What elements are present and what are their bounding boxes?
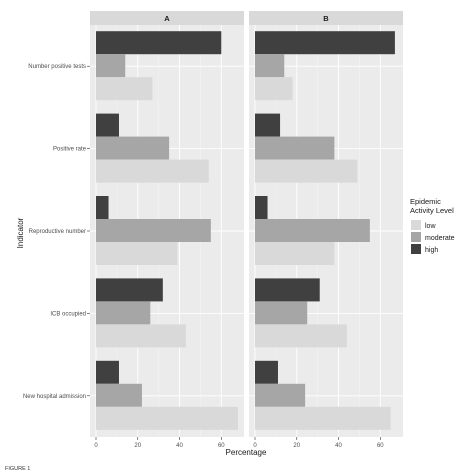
x-tick-label: 60 (218, 443, 225, 449)
legend-label-low: low (425, 223, 436, 230)
bar-moderate (255, 136, 335, 160)
y-tick-label: Positive rate (53, 147, 87, 153)
bar-low (96, 324, 186, 348)
bar-high (255, 113, 281, 137)
y-tick-label: Number positive tests (28, 64, 86, 70)
bar-moderate (96, 301, 151, 325)
x-tick-label: 40 (335, 443, 342, 449)
bar-low (255, 324, 347, 348)
bar-moderate (96, 136, 170, 160)
legend-swatch-moderate (411, 232, 421, 242)
bar-high (255, 31, 395, 55)
y-tick-label: ICB occupied (50, 311, 86, 317)
bar-moderate (255, 383, 306, 407)
legend-label-high: high (425, 247, 438, 254)
legend-title: Epidemic (410, 197, 441, 206)
bar-moderate (255, 301, 308, 325)
facet-strip-label: B (323, 14, 329, 23)
x-axis-title: Percentage (226, 448, 267, 457)
panels-layer: A 0 20 40 60 B 0 20 40 60 (90, 11, 403, 449)
y-axis-title: Indicator (16, 217, 25, 248)
x-tick-label: 40 (176, 443, 183, 449)
x-tick-label: 20 (293, 443, 300, 449)
x-tick-label: 20 (134, 443, 141, 449)
bar-low (96, 406, 238, 430)
facet-strip (90, 11, 244, 25)
bar-moderate (255, 219, 370, 242)
legend-swatch-high (411, 244, 421, 254)
panel-b: B 0 20 40 60 (249, 11, 403, 449)
bar-moderate (96, 383, 142, 407)
bar-low (255, 242, 335, 265)
x-tick-label: 60 (377, 443, 384, 449)
bar-high (96, 31, 222, 55)
legend-label-moderate: moderate (425, 235, 455, 242)
panel-a: A 0 20 40 60 (90, 11, 244, 449)
bar-low (96, 242, 178, 265)
bar-high (96, 360, 119, 384)
facet-strip (249, 11, 403, 25)
legend-title: Activity Level (410, 206, 454, 215)
x-tick-label: 0 (253, 443, 257, 449)
y-tick-label: New hospital admission (23, 394, 86, 400)
y-tick-label: Reproductive number (29, 229, 86, 235)
x-tick-label: 0 (94, 443, 98, 449)
bar-low (96, 159, 209, 183)
facet-strip-label: A (164, 14, 170, 23)
legend-swatch-low (411, 220, 421, 230)
bar-moderate (96, 219, 211, 242)
bar-moderate (255, 54, 285, 78)
bar-high (96, 278, 163, 302)
y-axis: Number positive tests Positive rate Reprod… (23, 64, 90, 400)
bar-low (96, 77, 153, 101)
bar-high (96, 196, 109, 219)
figure-caption: FIGURE 1 (5, 466, 30, 472)
bar-high (96, 113, 119, 137)
bar-high (255, 360, 278, 384)
bar-low (255, 159, 358, 183)
bar-low (255, 77, 293, 101)
bar-high (255, 278, 320, 302)
bar-high (255, 196, 268, 219)
bar-moderate (96, 54, 126, 78)
bar-low (255, 406, 391, 430)
